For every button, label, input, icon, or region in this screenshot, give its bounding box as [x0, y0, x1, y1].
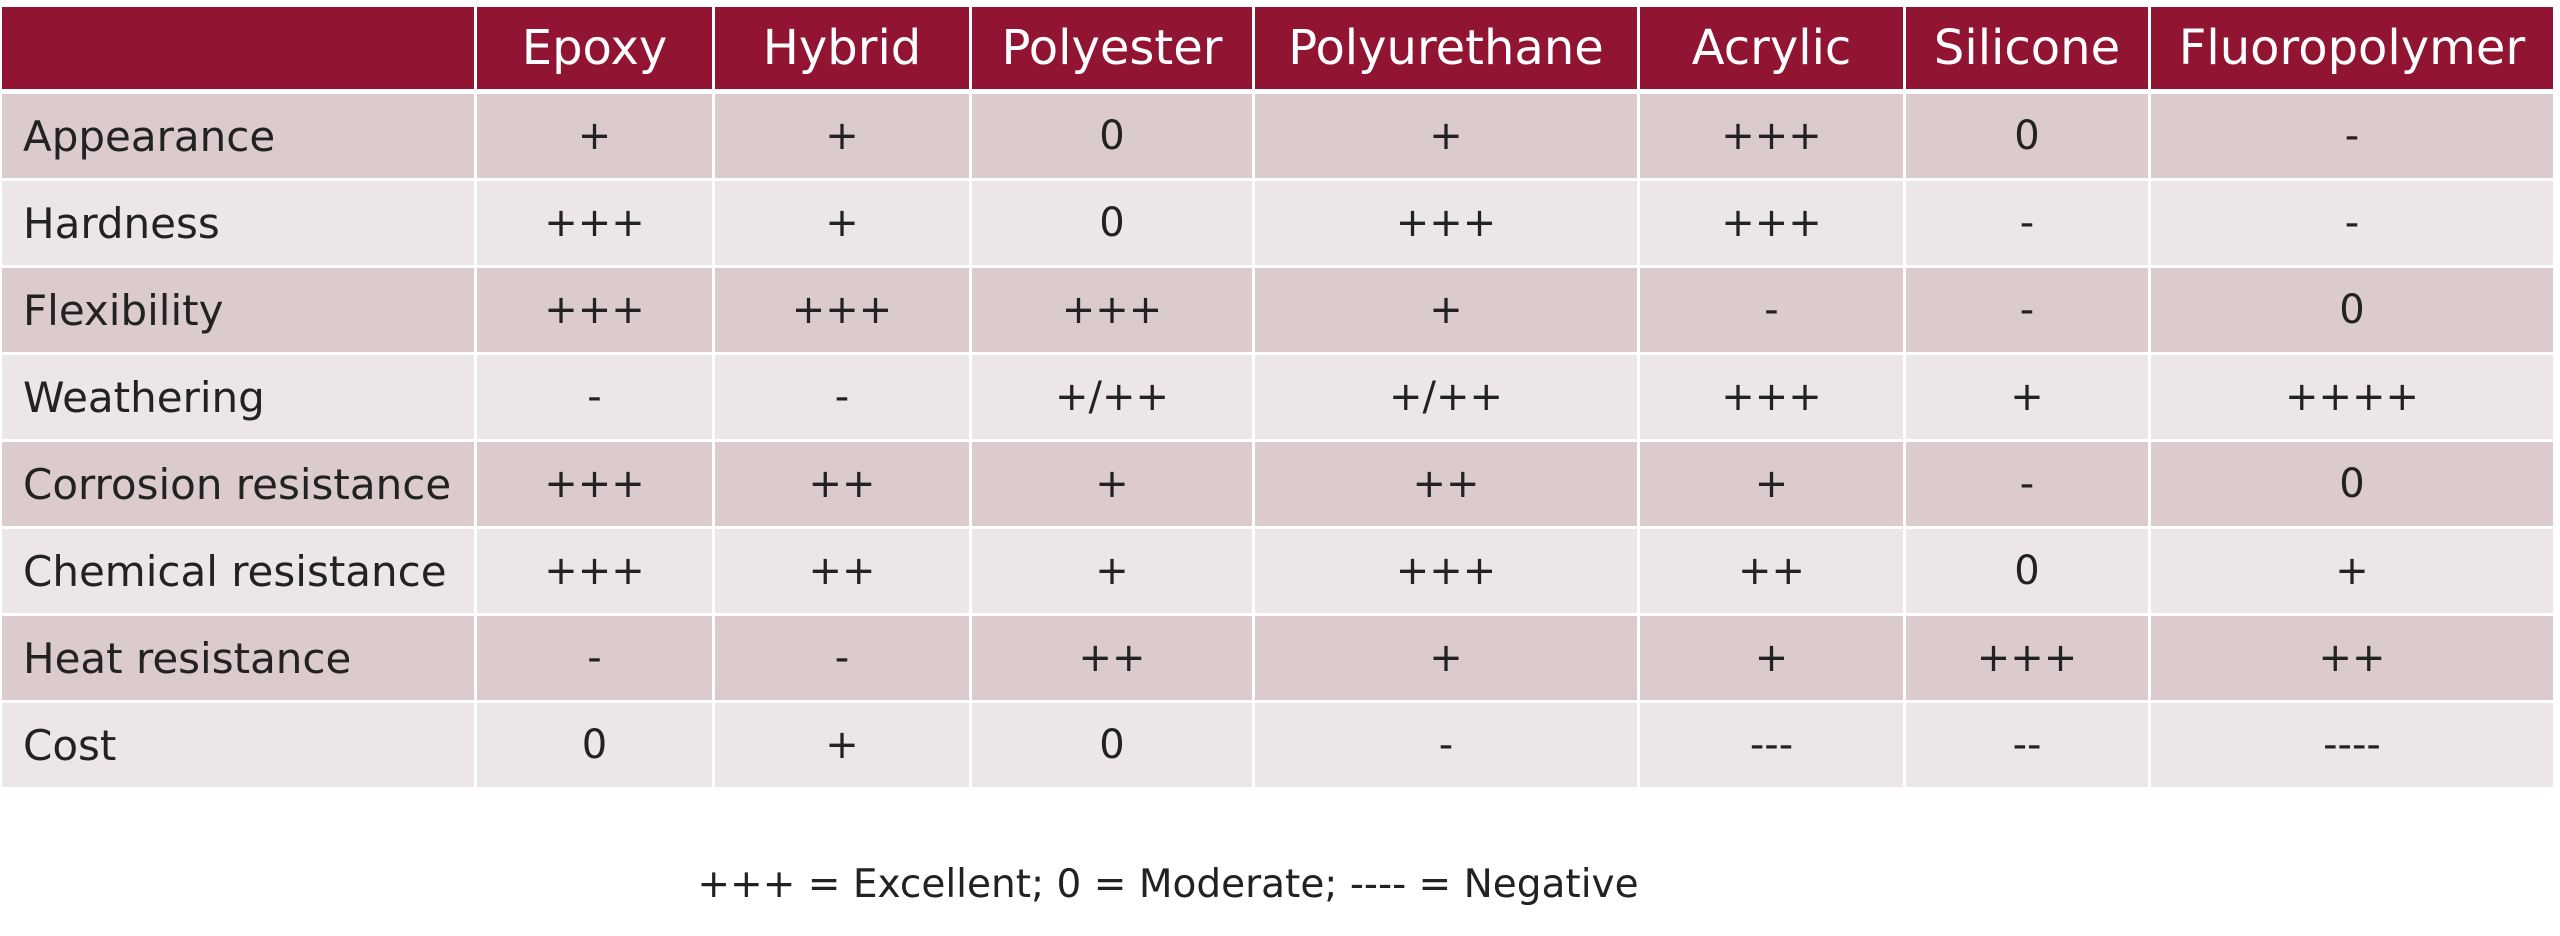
- table-cell: +/++: [972, 355, 1255, 442]
- table-cell: ++: [2151, 616, 2553, 703]
- table-cell: -: [715, 355, 972, 442]
- table-cell: +++: [477, 529, 715, 616]
- table-cell: +: [2151, 529, 2553, 616]
- table-cell: +++: [1906, 616, 2151, 703]
- table-cell: +++: [1255, 181, 1640, 268]
- header-row: Epoxy Hybrid Polyester Polyurethane Acry…: [2, 7, 2553, 94]
- header-silicone: Silicone: [1906, 7, 2151, 94]
- table-cell: +: [972, 529, 1255, 616]
- table-cell: +++: [477, 181, 715, 268]
- table-cell: +++: [477, 442, 715, 529]
- table-row-appearance: Appearance + + 0 + +++ 0 -: [2, 94, 2553, 181]
- table-cell: +++: [1640, 94, 1906, 181]
- header-epoxy: Epoxy: [477, 7, 715, 94]
- table-cell: ++: [1255, 442, 1640, 529]
- table-cell: +: [715, 703, 972, 790]
- table-cell: +: [1255, 94, 1640, 181]
- table-row-weathering: Weathering - - +/++ +/++ +++ + ++++: [2, 355, 2553, 442]
- table-cell: +++: [1640, 181, 1906, 268]
- table-row-hardness: Hardness +++ + 0 +++ +++ - -: [2, 181, 2553, 268]
- table-cell: 0: [477, 703, 715, 790]
- table-cell: +++: [972, 268, 1255, 355]
- table-cell: 0: [2151, 442, 2553, 529]
- table-cell: +++: [477, 268, 715, 355]
- table-cell: +++: [1640, 355, 1906, 442]
- header-polyurethane: Polyurethane: [1255, 7, 1640, 94]
- table-cell: ++: [715, 529, 972, 616]
- table-cell: 0: [1906, 529, 2151, 616]
- table-cell: +: [715, 181, 972, 268]
- table-cell: +: [1906, 355, 2151, 442]
- table-cell: -: [1640, 268, 1906, 355]
- table-body: Appearance + + 0 + +++ 0 - Hardness +++ …: [2, 94, 2553, 790]
- table-row-chemical-resistance: Chemical resistance +++ ++ + +++ ++ 0 +: [2, 529, 2553, 616]
- table-cell: ++: [972, 616, 1255, 703]
- table-cell: 0: [972, 181, 1255, 268]
- table-cell: 0: [2151, 268, 2553, 355]
- header-corner-cell: [2, 7, 477, 94]
- coating-properties-table: Epoxy Hybrid Polyester Polyurethane Acry…: [2, 7, 2553, 790]
- table-row-corrosion-resistance: Corrosion resistance +++ ++ + ++ + - 0: [2, 442, 2553, 529]
- row-label: Flexibility: [2, 268, 477, 355]
- table-cell: -: [1906, 442, 2151, 529]
- table-cell: -: [1906, 181, 2151, 268]
- table-cell: +: [715, 94, 972, 181]
- header-acrylic: Acrylic: [1640, 7, 1906, 94]
- table-cell: ---: [1640, 703, 1906, 790]
- comparison-table-container: Epoxy Hybrid Polyester Polyurethane Acry…: [2, 7, 2553, 790]
- table-cell: 0: [972, 703, 1255, 790]
- row-label: Appearance: [2, 94, 477, 181]
- table-cell: 0: [972, 94, 1255, 181]
- table-row-cost: Cost 0 + 0 - --- -- ----: [2, 703, 2553, 790]
- row-label: Heat resistance: [2, 616, 477, 703]
- header-polyester: Polyester: [972, 7, 1255, 94]
- table-cell: +++: [715, 268, 972, 355]
- rating-legend: +++ = Excellent; 0 = Moderate; ---- = Ne…: [697, 862, 1639, 907]
- table-cell: +: [477, 94, 715, 181]
- row-label: Hardness: [2, 181, 477, 268]
- table-cell: 0: [1906, 94, 2151, 181]
- table-cell: -: [715, 616, 972, 703]
- table-row-flexibility: Flexibility +++ +++ +++ + - - 0: [2, 268, 2553, 355]
- table-header: Epoxy Hybrid Polyester Polyurethane Acry…: [2, 7, 2553, 94]
- row-label: Chemical resistance: [2, 529, 477, 616]
- table-cell: +: [1640, 616, 1906, 703]
- table-cell: +: [1640, 442, 1906, 529]
- header-hybrid: Hybrid: [715, 7, 972, 94]
- table-cell: -: [2151, 94, 2553, 181]
- table-cell: --: [1906, 703, 2151, 790]
- table-row-heat-resistance: Heat resistance - - ++ + + +++ ++: [2, 616, 2553, 703]
- row-label: Weathering: [2, 355, 477, 442]
- table-cell: ----: [2151, 703, 2553, 790]
- table-cell: -: [2151, 181, 2553, 268]
- table-cell: +/++: [1255, 355, 1640, 442]
- table-cell: ++++: [2151, 355, 2553, 442]
- row-label: Corrosion resistance: [2, 442, 477, 529]
- table-cell: ++: [715, 442, 972, 529]
- table-cell: ++: [1640, 529, 1906, 616]
- table-cell: +++: [1255, 529, 1640, 616]
- table-cell: -: [1906, 268, 2151, 355]
- table-cell: -: [477, 616, 715, 703]
- table-cell: -: [477, 355, 715, 442]
- table-cell: +: [1255, 268, 1640, 355]
- row-label: Cost: [2, 703, 477, 790]
- header-fluoropolymer: Fluoropolymer: [2151, 7, 2553, 94]
- table-cell: -: [1255, 703, 1640, 790]
- table-cell: +: [972, 442, 1255, 529]
- table-cell: +: [1255, 616, 1640, 703]
